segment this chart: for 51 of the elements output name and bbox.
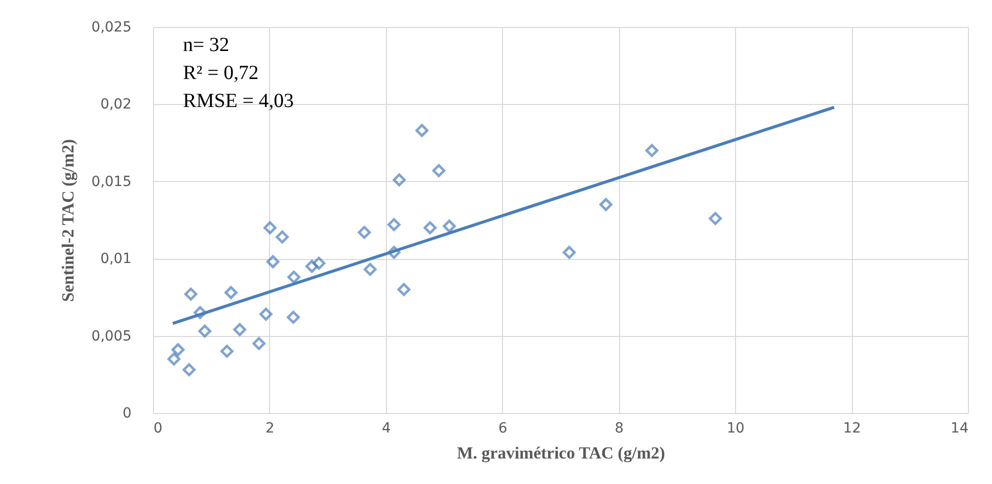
y-tick-label: 0,005 bbox=[91, 328, 132, 344]
point bbox=[397, 282, 410, 296]
point bbox=[442, 220, 456, 233]
point bbox=[264, 221, 277, 234]
annotation: RMSE = 4,03 bbox=[183, 90, 294, 112]
point bbox=[198, 324, 212, 338]
point bbox=[194, 306, 207, 320]
x-tick-label: 2 bbox=[265, 420, 274, 436]
y-tick-label: 0,01 bbox=[100, 251, 132, 268]
point bbox=[224, 286, 238, 300]
point bbox=[220, 344, 234, 358]
y-tick-label: 0,025 bbox=[91, 20, 132, 36]
point bbox=[172, 343, 185, 356]
point bbox=[388, 246, 400, 259]
point bbox=[252, 337, 266, 350]
point bbox=[364, 262, 377, 276]
point bbox=[184, 288, 198, 301]
annotation: n= 32 bbox=[183, 34, 230, 56]
point bbox=[388, 218, 400, 232]
point bbox=[287, 270, 300, 284]
point bbox=[305, 260, 318, 273]
x-tick-label: 10 bbox=[726, 420, 745, 436]
y-tick-label: 0 bbox=[122, 406, 132, 422]
point bbox=[266, 255, 280, 268]
point bbox=[286, 310, 300, 324]
y-tick-label: 0,02 bbox=[100, 96, 132, 113]
point bbox=[358, 226, 371, 239]
y-axis-title: Sentinel-2 TAC (g/m2) bbox=[58, 139, 78, 302]
point bbox=[562, 246, 576, 259]
x-tick-label: 12 bbox=[843, 420, 861, 436]
point bbox=[167, 352, 180, 366]
point bbox=[708, 212, 722, 225]
point bbox=[432, 164, 446, 178]
point bbox=[276, 230, 289, 244]
point bbox=[424, 221, 437, 234]
x-tick-label: 6 bbox=[498, 420, 508, 436]
annotation: R² = 0,72 bbox=[183, 62, 259, 84]
x-tick-label: 4 bbox=[382, 420, 391, 436]
point bbox=[312, 256, 326, 270]
point bbox=[599, 198, 612, 212]
x-tick-label: 14 bbox=[950, 420, 969, 436]
x-axis-title: M. gravimétrico TAC (g/m2) bbox=[456, 444, 666, 462]
point bbox=[233, 323, 246, 336]
point bbox=[182, 363, 196, 376]
point bbox=[392, 173, 406, 186]
y-tick-label: 0,015 bbox=[91, 174, 132, 190]
point bbox=[645, 144, 658, 158]
point bbox=[415, 124, 428, 137]
x-tick-label: 0 bbox=[154, 420, 162, 436]
x-tick-label: 8 bbox=[614, 420, 624, 436]
point bbox=[259, 308, 272, 321]
